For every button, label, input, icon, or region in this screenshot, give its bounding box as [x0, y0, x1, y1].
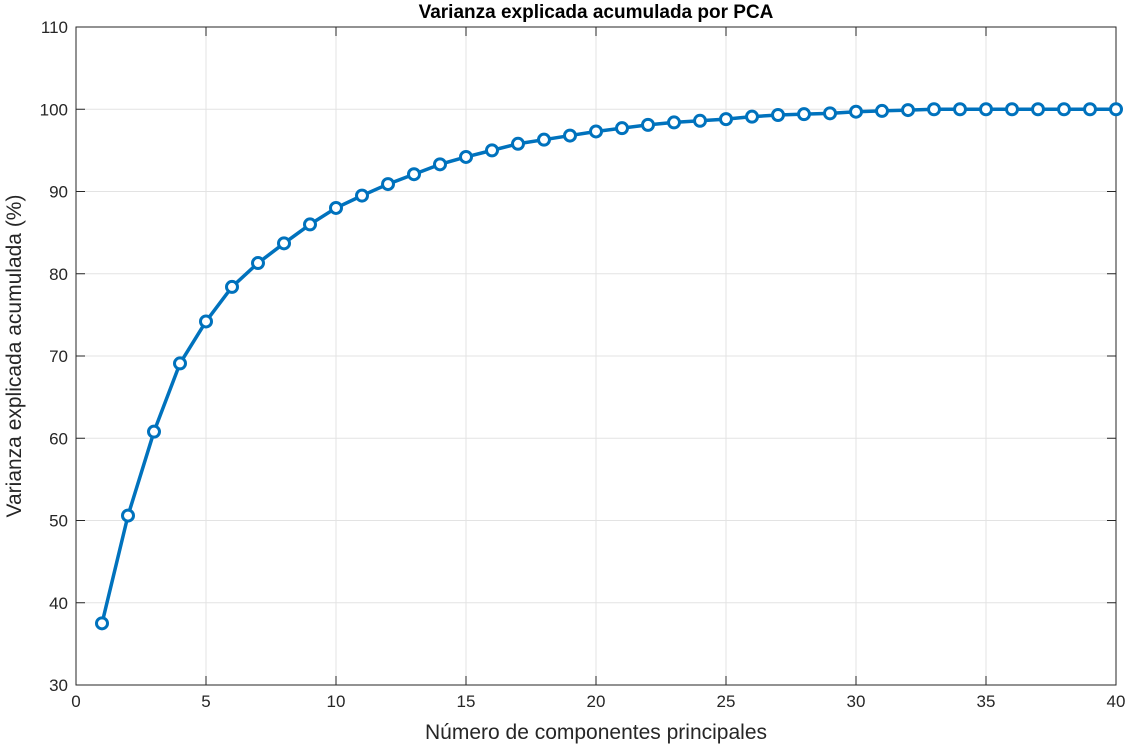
axes-box	[75, 26, 1117, 686]
x-tick-label: 20	[587, 692, 606, 711]
data-point	[823, 106, 837, 121]
y-tick-label: 30	[49, 676, 68, 695]
y-tick-label: 90	[49, 183, 68, 202]
y-tick-label: 50	[49, 512, 68, 531]
data-point	[1031, 102, 1045, 117]
data-point	[849, 104, 863, 119]
x-tick-label: 15	[457, 692, 476, 711]
x-tick-label: 5	[201, 692, 210, 711]
data-point	[303, 217, 317, 232]
data-point	[277, 236, 291, 251]
data-point	[901, 103, 915, 118]
data-point	[173, 356, 187, 371]
y-tick-label: 40	[49, 594, 68, 613]
data-point	[433, 157, 447, 172]
x-tick-labels: 0 5 10 15 20 25 30 35 40	[71, 692, 1125, 711]
y-tick-label: 60	[49, 429, 68, 448]
data-point	[381, 177, 395, 192]
data-point	[615, 121, 629, 136]
data-point	[563, 128, 577, 143]
y-tick-label: 110	[41, 18, 68, 37]
y-tick-labels: 30 40 50 60 70 80 90 100 110	[40, 18, 68, 695]
data-point	[927, 102, 941, 117]
data-point	[485, 143, 499, 158]
data-point	[147, 424, 161, 439]
data-point	[225, 279, 239, 294]
x-tick-label: 10	[327, 692, 346, 711]
data-point	[407, 167, 421, 182]
data-point	[875, 103, 889, 118]
y-tick-label: 70	[49, 347, 68, 366]
data-point	[459, 149, 473, 164]
series-group	[95, 102, 1123, 631]
data-point	[641, 117, 655, 132]
data-point	[745, 109, 759, 124]
data-point	[1083, 102, 1097, 117]
x-tick-label: 0	[71, 692, 80, 711]
data-point	[719, 112, 733, 127]
data-point	[1057, 102, 1071, 117]
data-point	[329, 200, 343, 215]
data-point	[953, 102, 967, 117]
data-point	[121, 508, 135, 523]
data-point	[589, 124, 603, 139]
y-axis-label: Varianza explicada acumulada (%)	[3, 195, 26, 518]
data-point	[771, 108, 785, 123]
x-tick-label: 35	[977, 692, 996, 711]
data-point	[251, 256, 265, 271]
data-point	[979, 102, 993, 117]
data-point	[1109, 102, 1123, 117]
data-point	[1005, 102, 1019, 117]
data-point	[537, 132, 551, 147]
y-tick-label: 80	[49, 265, 68, 284]
data-point	[199, 314, 213, 329]
data-point	[667, 115, 681, 130]
data-point	[95, 616, 109, 631]
data-point	[797, 107, 811, 122]
chart-title: Varianza explicada acumulada por PCA	[419, 2, 774, 23]
x-axis-label: Número de componentes principales	[425, 721, 767, 744]
data-point	[355, 188, 369, 203]
y-tick-label: 100	[40, 100, 68, 119]
x-tick-label: 40	[1107, 692, 1126, 711]
x-tick-label: 25	[717, 692, 736, 711]
data-point	[693, 113, 707, 128]
series-line	[100, 107, 1116, 624]
x-tick-label: 30	[847, 692, 866, 711]
data-point	[511, 136, 525, 151]
